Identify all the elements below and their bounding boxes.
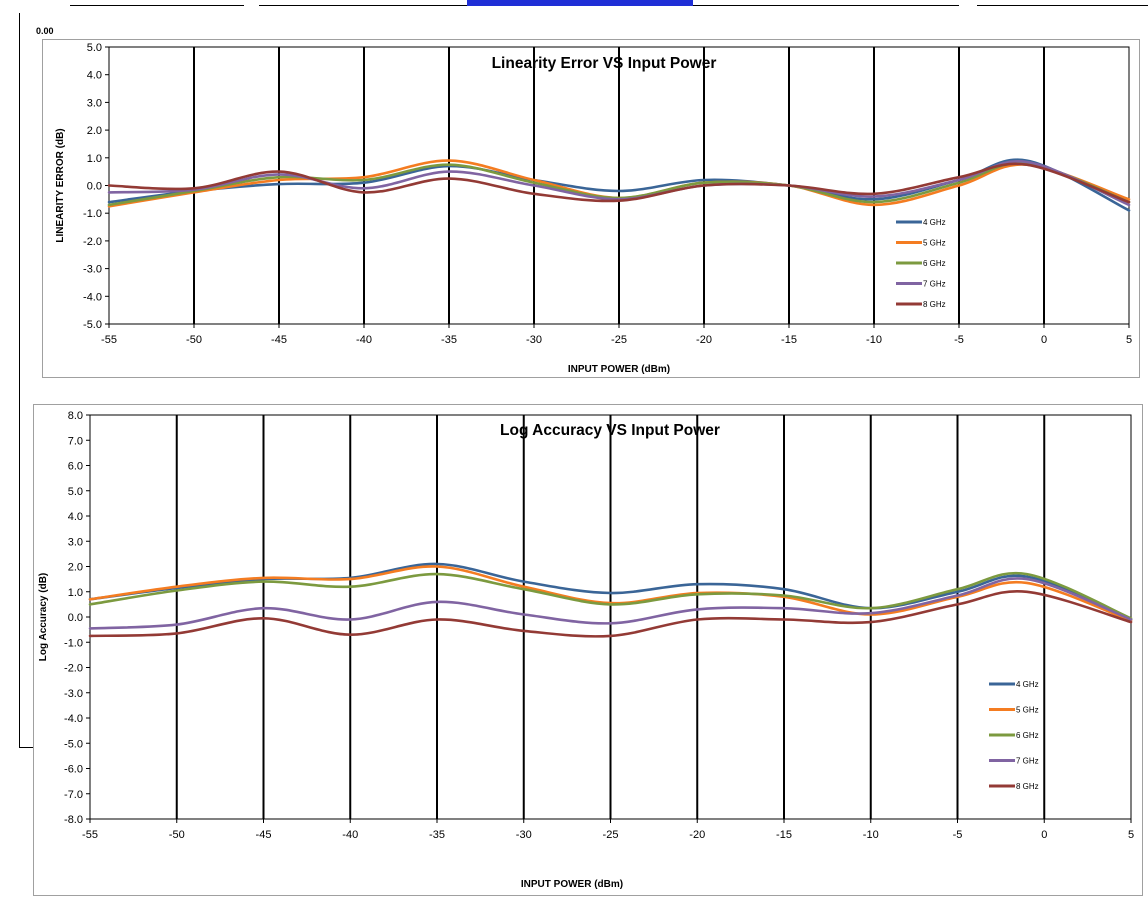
log-accuracy-y-tick-label: -5.0 — [64, 738, 83, 750]
linearity-y-tick-label: -2.0 — [83, 236, 102, 248]
log-accuracy-x-axis-label: INPUT POWER (dBm) — [521, 879, 623, 890]
stray-axis-label: 0.00 — [36, 26, 54, 36]
linearity-legend-label: 5 GHz — [923, 239, 946, 248]
linearity-series-line-8-ghz — [107, 162, 1131, 204]
linearity-chart-title: Linearity Error VS Input Power — [492, 55, 717, 72]
linearity-x-tick-label: 5 — [1126, 334, 1132, 346]
log-accuracy-x-tick-label: -55 — [82, 829, 98, 841]
log-accuracy-y-tick-label: -8.0 — [64, 814, 83, 826]
log-accuracy-series-line-8-ghz — [88, 589, 1133, 638]
linearity-x-tick-label: -40 — [356, 334, 372, 346]
log-accuracy-y-tick-label: -2.0 — [64, 663, 83, 675]
linearity-x-axis-label: INPUT POWER (dBm) — [568, 364, 670, 375]
linearity-x-tick-label: -20 — [696, 334, 712, 346]
log-accuracy-legend-label: 4 GHz — [1016, 680, 1039, 689]
log-accuracy-chart: -8.0 -7.0 -6.0 -5.0 -4.0 -3.0 -2.0 -1.0 0.0 1.0 2.… — [33, 404, 1143, 896]
log-accuracy-series-line-7-ghz — [88, 577, 1133, 630]
log-accuracy-x-tick-label: -40 — [342, 829, 358, 841]
linearity-x-tick-label: -25 — [611, 334, 627, 346]
log-accuracy-legend-label: 8 GHz — [1016, 782, 1039, 791]
linearity-y-tick-label: -3.0 — [83, 264, 102, 276]
log-accuracy-x-tick-label: -20 — [689, 829, 705, 841]
linearity-y-tick-label: 2.0 — [87, 125, 102, 137]
log-accuracy-y-tick-label: 0.0 — [68, 612, 83, 624]
page-margin-vertical — [19, 13, 20, 748]
linearity-y-tick-label: 3.0 — [87, 97, 102, 109]
linearity-x-tick-label: -5 — [954, 334, 964, 346]
log-accuracy-y-tick-label: 5.0 — [68, 486, 83, 498]
log-accuracy-y-tick-label: -3.0 — [64, 688, 83, 700]
linearity-x-tick-label: 0 — [1041, 334, 1047, 346]
selection-highlight — [467, 0, 693, 6]
log-accuracy-y-tick-label: 7.0 — [68, 435, 83, 447]
linearity-legend-label: 4 GHz — [923, 218, 946, 227]
linearity-y-tick-label: 4.0 — [87, 70, 102, 82]
log-accuracy-x-tick-label: -25 — [603, 829, 619, 841]
linearity-chart: -5.0 -4.0 -3.0 -2.0 -1.0 0.0 1.0 2.0 3.0 4.0 5.0 -5… — [42, 39, 1140, 378]
log-accuracy-y-tick-label: -7.0 — [64, 789, 83, 801]
log-accuracy-chart-title: Log Accuracy VS Input Power — [500, 422, 720, 439]
page-rule-mid — [259, 5, 467, 6]
log-accuracy-y-tick-label: 3.0 — [68, 536, 83, 548]
log-accuracy-x-tick-label: 5 — [1128, 829, 1134, 841]
page-margin-horizontal — [19, 747, 33, 748]
page-rule-far-right — [977, 5, 1148, 6]
linearity-x-tick-label: -30 — [526, 334, 542, 346]
linearity-y-tick-label: -5.0 — [83, 319, 102, 331]
log-accuracy-y-axis-label: Log Accuracy (dB) — [38, 573, 49, 662]
log-accuracy-x-tick-label: -10 — [863, 829, 879, 841]
linearity-y-tick-label: 0.0 — [87, 181, 102, 193]
linearity-y-tick-label: -1.0 — [83, 208, 102, 220]
log-accuracy-y-tick-label: -4.0 — [64, 713, 83, 725]
log-accuracy-series-line-6-ghz — [88, 571, 1133, 620]
log-accuracy-y-tick-label: 2.0 — [68, 562, 83, 574]
log-accuracy-y-tick-label: 4.0 — [68, 511, 83, 523]
linearity-legend-label: 7 GHz — [923, 280, 946, 289]
linearity-x-tick-label: -50 — [186, 334, 202, 346]
linearity-x-tick-label: -10 — [866, 334, 882, 346]
log-accuracy-x-tick-label: 0 — [1041, 829, 1047, 841]
log-accuracy-legend-label: 7 GHz — [1016, 757, 1039, 766]
log-accuracy-chart-svg: -8.0 -7.0 -6.0 -5.0 -4.0 -3.0 -2.0 -1.0 0.0 1.0 2.… — [38, 410, 1134, 890]
linearity-x-tick-label: -35 — [441, 334, 457, 346]
page-rule-right — [693, 5, 959, 6]
linearity-y-tick-label: -4.0 — [83, 291, 102, 303]
log-accuracy-x-tick-label: -5 — [953, 829, 963, 841]
linearity-y-tick-label: 1.0 — [87, 153, 102, 165]
log-accuracy-x-tick-label: -35 — [429, 829, 445, 841]
log-accuracy-y-tick-label: 1.0 — [68, 587, 83, 599]
linearity-x-tick-label: -15 — [781, 334, 797, 346]
log-accuracy-y-tick-label: 6.0 — [68, 461, 83, 473]
log-accuracy-x-tick-label: -50 — [169, 829, 185, 841]
log-accuracy-legend-label: 5 GHz — [1016, 706, 1039, 715]
linearity-x-tick-label: -55 — [101, 334, 117, 346]
log-accuracy-x-tick-label: -15 — [776, 829, 792, 841]
page-rule-left — [70, 5, 244, 6]
linearity-chart-svg: -5.0 -4.0 -3.0 -2.0 -1.0 0.0 1.0 2.0 3.0 4.0 5.0 -5… — [55, 42, 1132, 375]
linearity-legend-label: 6 GHz — [923, 259, 946, 268]
linearity-series-line-7-ghz — [107, 160, 1131, 207]
log-accuracy-y-tick-label: 8.0 — [68, 410, 83, 422]
linearity-x-tick-label: -45 — [271, 334, 287, 346]
log-accuracy-y-tick-label: -6.0 — [64, 764, 83, 776]
linearity-legend-label: 8 GHz — [923, 300, 946, 309]
log-accuracy-x-tick-label: -45 — [256, 829, 272, 841]
log-accuracy-legend-label: 6 GHz — [1016, 731, 1039, 740]
log-accuracy-x-tick-label: -30 — [516, 829, 532, 841]
log-accuracy-y-tick-label: -1.0 — [64, 637, 83, 649]
linearity-y-tick-label: 5.0 — [87, 42, 102, 54]
linearity-y-axis-label: LINEARITY ERROR (dB) — [55, 128, 66, 242]
